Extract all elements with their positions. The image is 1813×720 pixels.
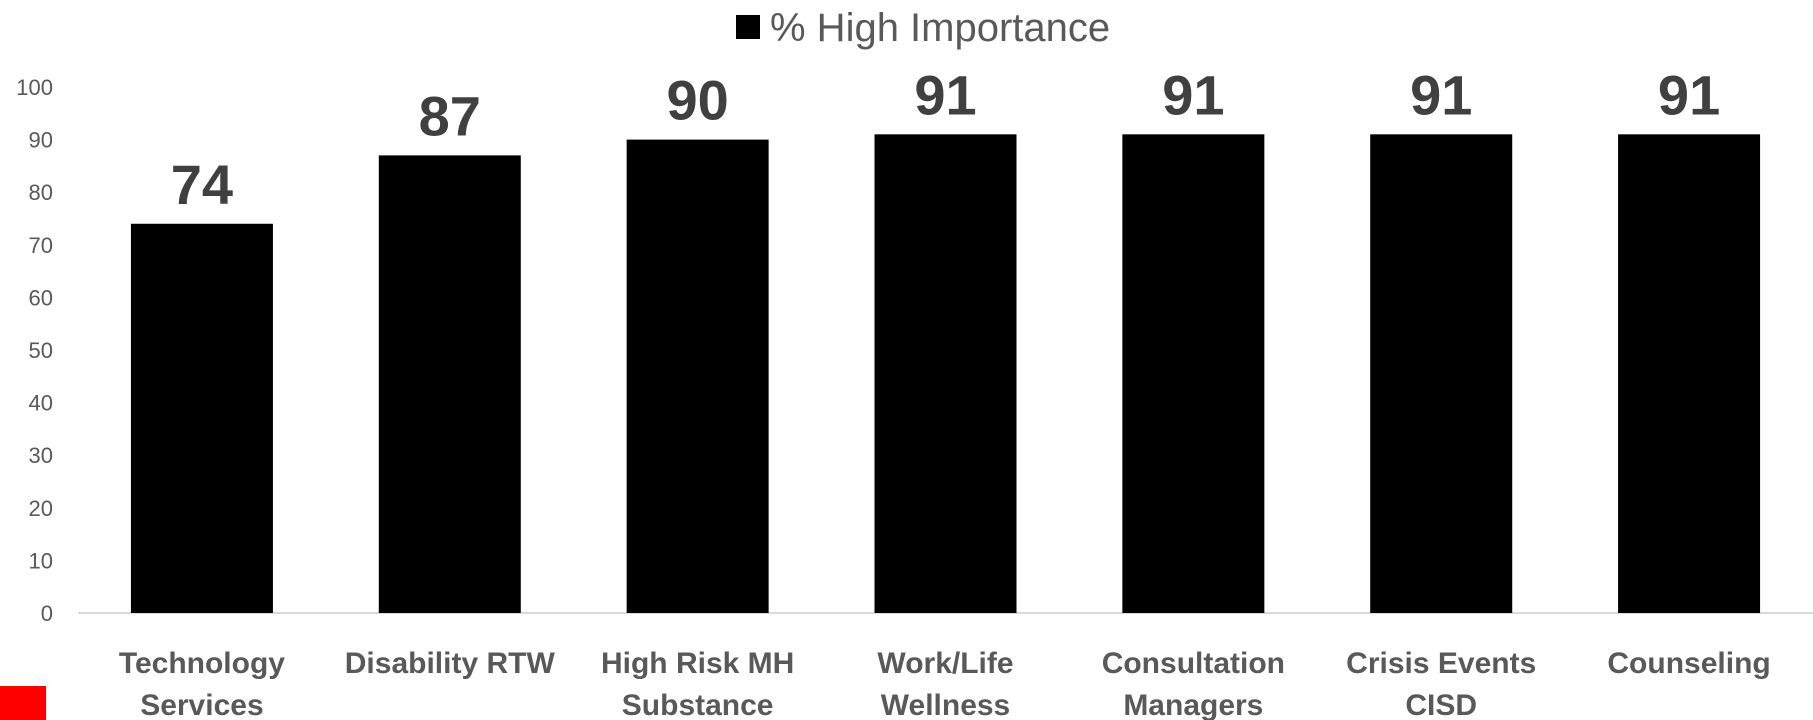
bar <box>874 134 1017 613</box>
bar <box>1618 134 1761 613</box>
bars <box>130 134 1761 613</box>
x-tick-label: Work/Life <box>877 647 1013 680</box>
bar <box>1122 134 1265 613</box>
y-tick-label: 40 <box>29 391 53 416</box>
x-tick-label: CISD <box>1405 689 1477 720</box>
y-tick-label: 100 <box>16 75 53 100</box>
x-tick-label: Crisis Events <box>1346 647 1536 680</box>
bar <box>130 223 273 613</box>
data-label: 90 <box>666 69 728 132</box>
y-tick-label: 0 <box>41 601 53 626</box>
x-tick-label: High Risk MH <box>601 647 794 680</box>
x-tick-label: Managers <box>1123 689 1263 720</box>
bar <box>1370 134 1513 613</box>
y-tick-label: 20 <box>29 496 53 521</box>
data-label: 87 <box>419 84 481 147</box>
y-tick-label: 90 <box>29 128 53 153</box>
corner-mark <box>0 686 46 720</box>
y-tick-label: 30 <box>29 443 53 468</box>
x-tick-label: Services <box>140 689 263 720</box>
x-tick-label: Substance <box>622 689 774 720</box>
y-tick-label: 10 <box>29 548 53 573</box>
x-tick-label: Counseling <box>1607 647 1770 680</box>
x-tick-label: Wellness <box>881 689 1011 720</box>
y-tick-label: 80 <box>29 180 53 205</box>
data-labels: 74 87 90 91 91 91 91 <box>171 63 1720 215</box>
bar <box>626 139 769 613</box>
data-label: 91 <box>1162 63 1224 126</box>
data-label: 91 <box>1410 63 1472 126</box>
y-axis-ticks: 0 10 20 30 40 50 60 70 80 90 100 <box>16 75 53 626</box>
y-tick-label: 70 <box>29 233 53 258</box>
bar <box>378 155 521 613</box>
data-label: 91 <box>1658 63 1720 126</box>
data-label: 91 <box>914 63 976 126</box>
x-tick-label: Technology <box>119 647 285 680</box>
legend-label: % High Importance <box>770 6 1111 50</box>
y-tick-label: 50 <box>29 338 53 363</box>
x-tick-label: Consultation <box>1102 647 1285 680</box>
data-label: 74 <box>171 153 233 216</box>
y-tick-label: 60 <box>29 285 53 310</box>
legend-swatch <box>736 15 760 39</box>
x-tick-label: Disability RTW <box>345 647 556 680</box>
x-axis-tick-labels: Technology Services Disability RTW High Ris… <box>119 647 1771 720</box>
